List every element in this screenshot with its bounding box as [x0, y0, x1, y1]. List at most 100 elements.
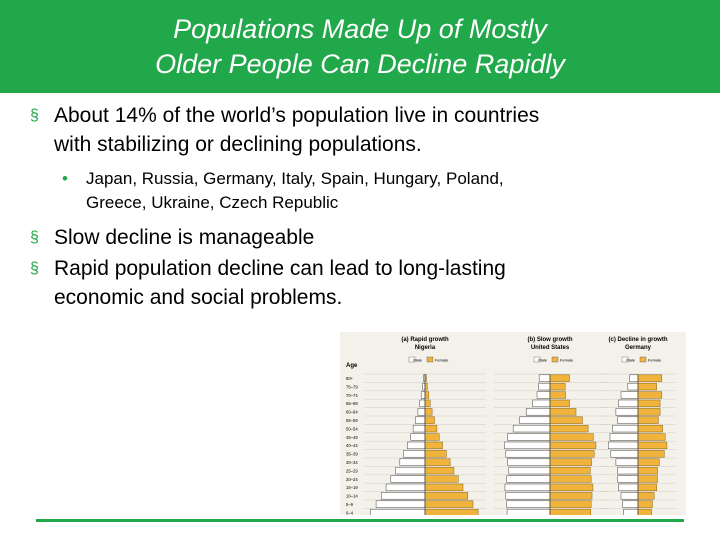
female-bar	[637, 458, 660, 466]
male-bar	[399, 458, 426, 466]
female-bar	[424, 382, 428, 391]
male-bar	[620, 492, 639, 500]
panel-country: Nigeria	[415, 345, 436, 351]
female-legend-label: Female	[435, 358, 449, 363]
panel-title: (c) Decline in growth	[608, 337, 667, 343]
female-bar	[637, 382, 657, 391]
female-bar	[424, 416, 435, 424]
female-bar	[424, 500, 474, 508]
male-bar	[615, 408, 639, 416]
panel-country: Germany	[625, 345, 652, 351]
male-legend-swatch	[621, 356, 629, 363]
age-group-label: 30–34	[346, 460, 358, 465]
male-legend-swatch	[533, 356, 541, 363]
male-bar	[608, 441, 639, 450]
male-legend-swatch	[408, 356, 416, 363]
male-bar	[381, 492, 426, 500]
age-axis-label: Age	[346, 363, 358, 369]
female-bar	[549, 475, 592, 483]
male-bar	[506, 475, 551, 483]
age-group-label: 80+	[346, 376, 354, 381]
male-legend-label: Male	[538, 358, 547, 363]
female-bar	[549, 450, 595, 458]
female-bar	[637, 433, 666, 441]
female-bar	[637, 483, 657, 492]
male-legend-label: Male	[413, 358, 422, 363]
bullet-line: with stabilizing or declining population…	[54, 133, 422, 156]
male-bar	[617, 416, 639, 424]
female-bar	[637, 500, 653, 508]
female-bar	[424, 391, 430, 399]
male-legend-label: Male	[626, 358, 635, 363]
male-bar	[512, 424, 551, 433]
female-bar	[549, 391, 566, 399]
female-legend-swatch	[426, 356, 434, 363]
age-group-label: 70–74	[346, 393, 358, 398]
bullet-line: About 14% of the world’s population live…	[54, 104, 540, 127]
age-group-label: 0–4	[346, 510, 354, 515]
female-bar	[549, 458, 592, 466]
male-bar	[403, 450, 426, 458]
female-legend-swatch	[551, 356, 559, 363]
panel-country: United States	[531, 345, 570, 351]
female-bar	[424, 508, 479, 515]
female-bar	[637, 416, 659, 424]
age-group-label: 45–49	[346, 435, 358, 440]
female-bar	[424, 458, 451, 466]
male-bar	[370, 508, 426, 515]
male-bar	[504, 441, 551, 450]
age-group-label: 35–39	[346, 452, 358, 457]
male-bar	[407, 441, 426, 450]
female-bar	[424, 483, 464, 492]
female-bar	[424, 424, 438, 433]
female-bar	[424, 466, 455, 475]
male-bar	[505, 450, 551, 458]
female-bar	[549, 399, 570, 408]
male-bar	[385, 483, 426, 492]
female-bar	[637, 391, 663, 399]
bullet-item: § Rapid population decline can lead to l…	[28, 254, 688, 312]
male-bar	[536, 391, 551, 399]
age-group-label: 55–59	[346, 418, 358, 423]
male-bar	[410, 433, 426, 441]
bottom-rule	[36, 519, 684, 522]
male-bar	[622, 500, 639, 508]
age-group-label: 10–14	[346, 494, 358, 499]
female-bar	[549, 424, 589, 433]
female-bar	[637, 466, 658, 475]
male-bar	[627, 382, 639, 391]
female-bar	[424, 408, 433, 416]
male-bar	[420, 391, 426, 399]
slide-title: Populations Made Up of Mostly Older Peop…	[0, 0, 720, 93]
square-bullet-icon: §	[30, 260, 39, 277]
male-bar	[417, 408, 426, 416]
panel-title: (a) Rapid growth	[401, 337, 449, 343]
female-bar	[549, 492, 593, 500]
male-bar	[617, 475, 639, 483]
bullet-line: Slow decline is manageable	[54, 226, 315, 249]
female-bar	[637, 508, 652, 515]
title-line-1: Populations Made Up of Mostly	[173, 13, 547, 44]
male-bar	[610, 450, 639, 458]
female-bar	[549, 433, 594, 441]
female-bar	[549, 441, 597, 450]
male-bar	[506, 508, 551, 515]
female-legend-label: Female	[560, 358, 574, 363]
bullet-line: economic and social problems.	[54, 286, 343, 309]
female-bar	[424, 399, 431, 408]
female-bar	[549, 416, 583, 424]
female-bar	[549, 483, 594, 492]
male-bar	[506, 500, 551, 508]
male-bar	[415, 416, 426, 424]
female-bar	[424, 441, 443, 450]
male-bar	[505, 492, 551, 500]
female-bar	[424, 433, 440, 441]
female-legend-swatch	[639, 356, 647, 363]
male-bar	[507, 433, 551, 441]
bullet-item: § Slow decline is manageable	[28, 223, 688, 252]
age-group-label: 50–54	[346, 426, 358, 431]
female-bar	[637, 399, 661, 408]
male-bar	[532, 399, 551, 408]
female-legend-label: Female	[648, 358, 662, 363]
male-bar	[538, 382, 551, 391]
